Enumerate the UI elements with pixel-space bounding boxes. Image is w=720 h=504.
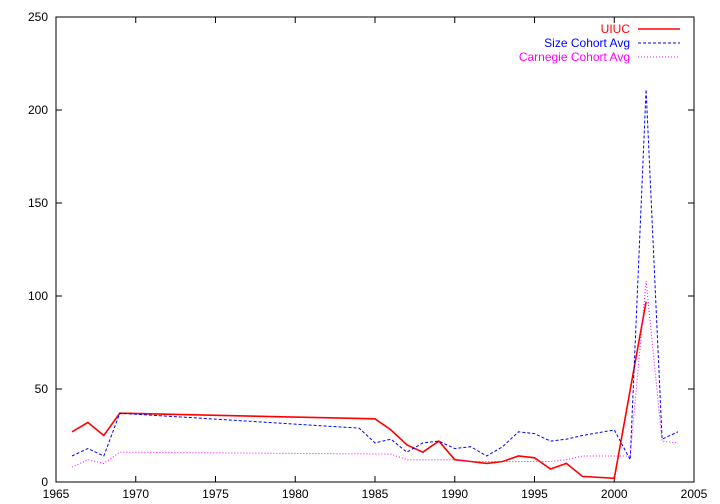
x-tick-label-2000: 2000 xyxy=(601,487,628,501)
y-tick-label-200: 200 xyxy=(28,103,48,117)
x-tick-label-2005: 2005 xyxy=(681,487,708,501)
y-tick-label-0: 0 xyxy=(41,475,48,489)
plot-frame xyxy=(55,16,695,483)
x-tick-label-1975: 1975 xyxy=(202,487,229,501)
y-tick-label-100: 100 xyxy=(28,289,48,303)
axis-ticks xyxy=(55,16,695,483)
legend-label-size-cohort-avg: Size Cohort Avg xyxy=(544,36,630,50)
series-line-size-cohort-avg xyxy=(71,89,679,462)
series-lines xyxy=(71,89,679,480)
series-line-carnegie-cohort-avg xyxy=(71,281,679,468)
legend-label-carnegie-cohort-avg: Carnegie Cohort Avg xyxy=(519,50,630,64)
x-tick-label-1965: 1965 xyxy=(43,487,70,501)
x-tick-label-1970: 1970 xyxy=(122,487,149,501)
y-tick-label-50: 50 xyxy=(35,382,49,396)
axis-tick-labels: 1965 1970 1975 1980 1985 1990 1995 2000 2005 0 50 1… xyxy=(28,10,708,501)
series-line-uiuc xyxy=(71,301,647,480)
x-tick-label-1980: 1980 xyxy=(282,487,309,501)
x-tick-label-1995: 1995 xyxy=(521,487,548,501)
legend-label-uiuc: UIUC xyxy=(601,22,631,36)
x-tick-label-1985: 1985 xyxy=(362,487,389,501)
y-tick-label-250: 250 xyxy=(28,10,48,24)
y-tick-label-150: 150 xyxy=(28,196,48,210)
x-tick-label-1990: 1990 xyxy=(441,487,468,501)
